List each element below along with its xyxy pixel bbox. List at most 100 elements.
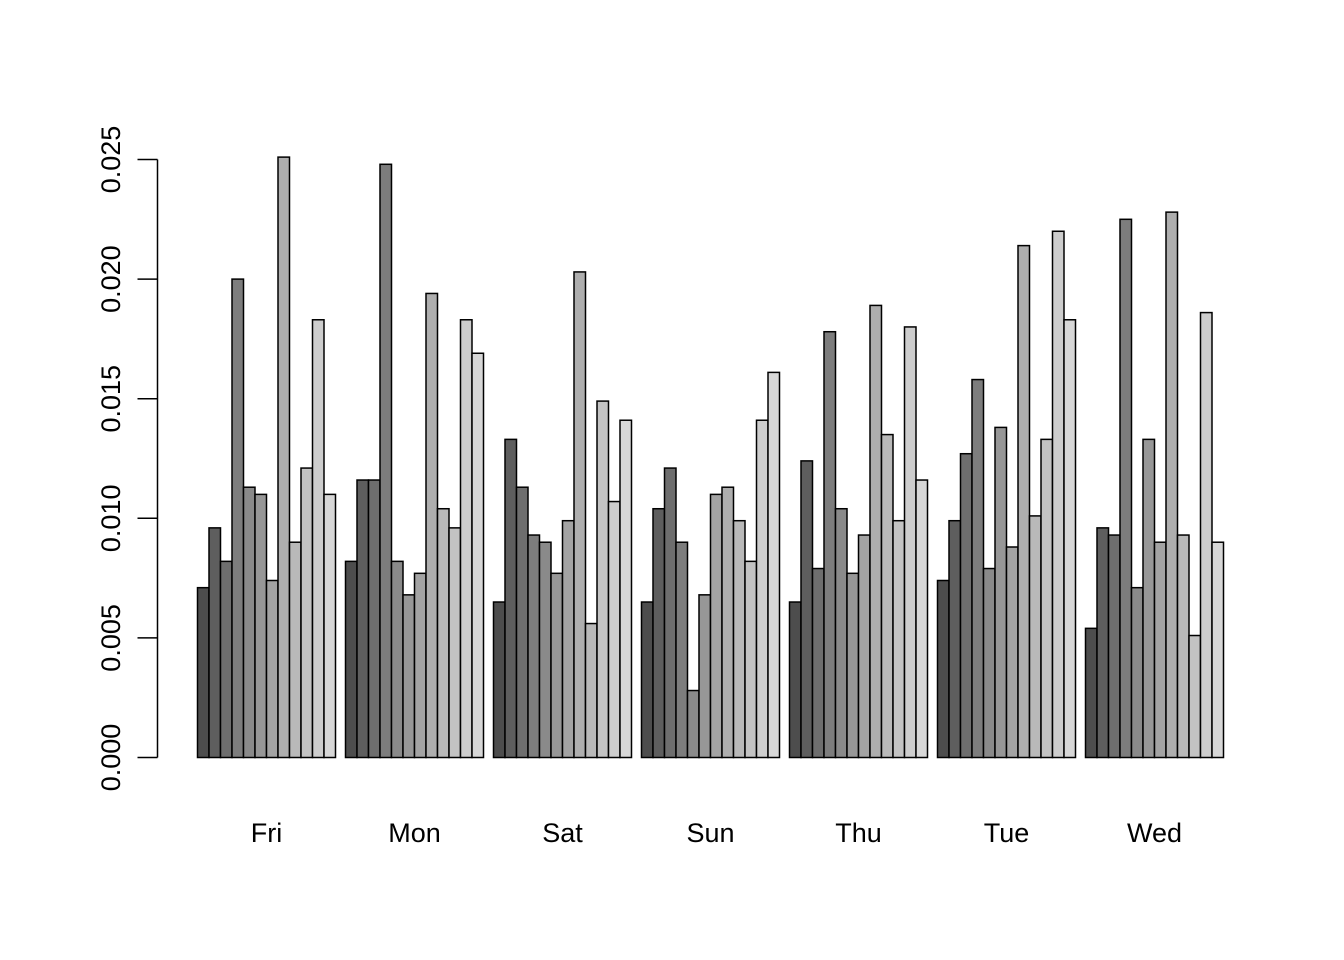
bar	[869, 304, 883, 759]
bar	[311, 319, 325, 759]
bar	[356, 479, 370, 759]
bar	[1119, 218, 1133, 759]
bar	[675, 541, 689, 759]
x-category-label: Thu	[835, 818, 882, 848]
x-category-label: Sat	[542, 818, 583, 848]
y-tick-label: 0.000	[96, 724, 126, 792]
bar	[1017, 244, 1031, 759]
bar	[1096, 527, 1110, 759]
bar	[619, 419, 633, 759]
bar	[823, 330, 837, 759]
bar	[652, 507, 666, 759]
bar	[1211, 541, 1225, 759]
bar	[538, 541, 552, 759]
bar	[709, 493, 723, 759]
bar	[846, 572, 860, 759]
bar	[1063, 319, 1077, 759]
bar	[288, 541, 302, 759]
bar	[698, 594, 712, 759]
x-category-label: Fri	[251, 818, 282, 848]
bar	[1130, 586, 1144, 759]
bar	[459, 319, 473, 759]
bar	[1005, 546, 1019, 759]
bar	[1153, 541, 1167, 759]
bar	[1107, 534, 1121, 759]
bar	[231, 278, 245, 759]
bar-group-mon	[344, 163, 485, 759]
bar	[300, 467, 314, 759]
bar-group-fri	[196, 156, 337, 759]
bar	[402, 594, 416, 759]
bars	[196, 156, 1225, 759]
bar-group-tue	[936, 230, 1077, 759]
x-category-label: Tue	[984, 818, 1030, 848]
bar	[788, 601, 802, 759]
bar	[959, 452, 973, 759]
bar	[903, 326, 917, 759]
bar	[1028, 515, 1042, 759]
bar	[640, 601, 654, 759]
bar	[379, 163, 393, 759]
y-tick-label: 0.025	[96, 126, 126, 194]
bar	[732, 519, 746, 759]
bar	[208, 527, 222, 759]
bar	[344, 560, 358, 759]
bar	[515, 486, 529, 759]
bar	[390, 560, 404, 759]
bar	[892, 519, 906, 759]
bar	[915, 479, 929, 759]
bar	[1176, 534, 1190, 759]
bar	[767, 371, 781, 759]
y-tick-label: 0.015	[96, 365, 126, 433]
bar	[663, 467, 677, 759]
y-axis: 0.000 0.005 0.010 0.015 0.020 0.025	[96, 126, 159, 792]
y-tick-label: 0.020	[96, 245, 126, 313]
x-category-label: Wed	[1127, 818, 1182, 848]
bar-group-sun	[640, 371, 781, 759]
x-category-label: Sun	[686, 818, 734, 848]
bar	[834, 507, 848, 759]
bar	[277, 156, 291, 759]
bar	[1142, 438, 1156, 759]
bar	[471, 352, 485, 759]
bar	[504, 438, 518, 759]
x-axis-category-labels: Fri Mon Sat Sun Thu Tue Wed	[251, 818, 1182, 848]
bar	[744, 560, 758, 759]
y-tick-label: 0.005	[96, 604, 126, 672]
bar	[573, 271, 587, 759]
bar	[811, 567, 825, 759]
bar	[982, 567, 996, 759]
bar	[607, 500, 621, 759]
bar	[254, 493, 268, 759]
bar	[323, 493, 337, 759]
bar	[219, 560, 233, 759]
bar	[413, 572, 427, 759]
bar	[436, 507, 450, 759]
bar-group-thu	[788, 304, 929, 759]
bar	[265, 579, 279, 759]
bar	[1199, 311, 1213, 759]
bar	[196, 586, 210, 759]
bar	[721, 486, 735, 759]
bar	[492, 601, 506, 759]
bar	[550, 572, 564, 759]
bar	[1040, 438, 1054, 759]
bar	[448, 527, 462, 759]
bar	[1188, 634, 1202, 759]
bar	[755, 419, 769, 759]
bar	[596, 400, 610, 759]
y-tick-label: 0.010	[96, 485, 126, 553]
bar	[686, 689, 700, 759]
bar	[527, 534, 541, 759]
bar	[936, 579, 950, 759]
bar	[1165, 211, 1179, 759]
bar-group-wed	[1084, 211, 1225, 759]
bar	[948, 519, 962, 759]
x-category-label: Mon	[388, 818, 441, 848]
bar	[880, 433, 894, 759]
bar	[994, 426, 1008, 759]
bar	[800, 460, 814, 759]
bar	[1051, 230, 1065, 759]
bar	[584, 622, 598, 759]
